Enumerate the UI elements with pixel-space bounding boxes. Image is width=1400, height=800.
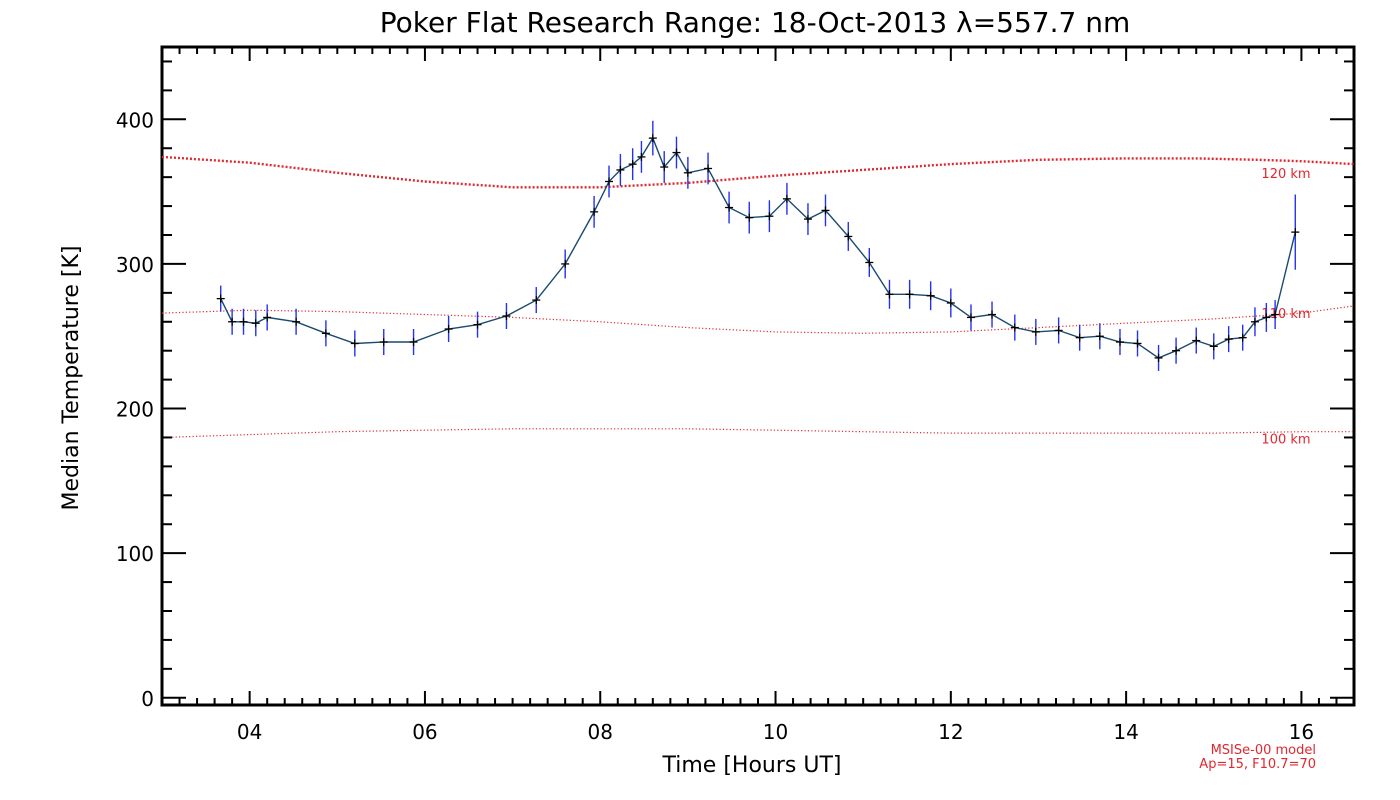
data-series — [216, 120, 1300, 371]
model-note-line1: MSISe-00 model — [1211, 743, 1316, 758]
plot-frame — [160, 45, 1356, 707]
y-tick-label: 200 — [116, 398, 154, 422]
curve-label: 110 km — [1261, 307, 1310, 322]
x-tick-label: 06 — [412, 720, 437, 744]
curve-label: 120 km — [1261, 167, 1310, 182]
y-tick-label: 400 — [116, 108, 154, 132]
axis-ticks: 04 06 08 10 12 14 16 0 100 200 300 400 — [116, 47, 1355, 744]
x-tick-label: 08 — [588, 720, 613, 744]
model-curve-110-km — [161, 305, 1355, 334]
model-note-line2: Ap=15, F10.7=70 — [1199, 757, 1316, 772]
series-line — [220, 136, 1296, 359]
model-curves: 120 km 110 km 100 km — [161, 155, 1355, 448]
model-curve-100-km — [161, 428, 1354, 439]
x-tick-label: 12 — [938, 720, 963, 744]
y-tick-label: 0 — [141, 687, 154, 711]
x-tick-label: 16 — [1289, 720, 1314, 744]
x-axis-label: Time [Hours UT] — [662, 753, 842, 778]
model-curve-120-km — [161, 155, 1355, 189]
y-axis-label: Median Temperature [K] — [59, 246, 84, 511]
x-tick-label: 14 — [1113, 720, 1138, 744]
x-tick-label: 04 — [237, 720, 262, 744]
y-tick-label: 100 — [116, 542, 154, 566]
chart-title: Poker Flat Research Range: 18-Oct-2013 λ… — [380, 6, 1131, 39]
x-tick-label: 10 — [763, 720, 788, 744]
y-tick-label: 300 — [116, 253, 154, 277]
curve-label: 100 km — [1261, 433, 1310, 448]
